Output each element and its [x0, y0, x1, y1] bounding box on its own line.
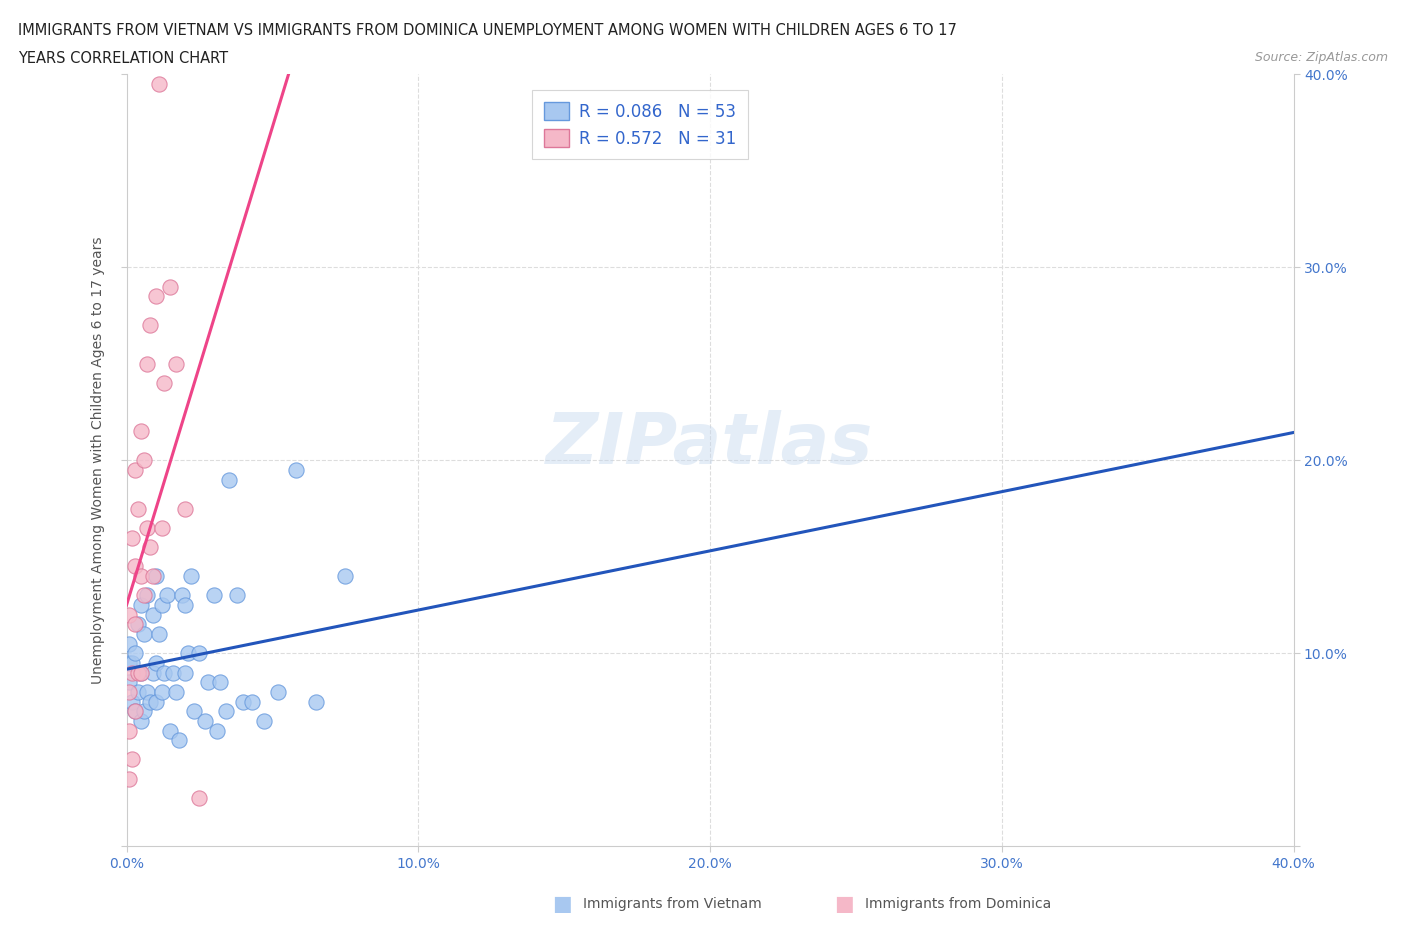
Point [118, 636, 141, 651]
Point [153, 376, 176, 391]
Point [132, 627, 155, 642]
Point [150, 521, 173, 536]
Point [118, 724, 141, 738]
Y-axis label: Unemployment Among Women with Children Ages 6 to 17 years: Unemployment Among Women with Children A… [91, 236, 105, 684]
Point [145, 289, 167, 304]
Point [124, 559, 146, 574]
Point [136, 684, 159, 699]
Point [170, 588, 193, 603]
Point [121, 530, 143, 545]
Point [174, 598, 197, 613]
Point [183, 704, 205, 719]
Point [129, 713, 152, 728]
Point [162, 665, 184, 680]
Text: ■: ■ [553, 894, 572, 914]
Point [284, 462, 307, 477]
Point [121, 656, 143, 671]
Point [142, 607, 165, 622]
Point [132, 704, 155, 719]
Point [188, 646, 211, 661]
Point [118, 684, 141, 699]
Point [129, 598, 152, 613]
Point [139, 694, 162, 709]
Point [165, 684, 187, 699]
Point [156, 588, 179, 603]
Point [148, 76, 170, 91]
Point [159, 279, 181, 294]
Point [124, 646, 146, 661]
Point [226, 588, 249, 603]
Point [124, 617, 146, 631]
Point [188, 790, 211, 805]
Legend: R = 0.086   N = 53, R = 0.572   N = 31: R = 0.086 N = 53, R = 0.572 N = 31 [533, 90, 748, 159]
Point [208, 675, 231, 690]
Text: YEARS CORRELATION CHART: YEARS CORRELATION CHART [18, 51, 228, 66]
Point [177, 646, 200, 661]
Point [129, 665, 152, 680]
Text: ZIPatlas: ZIPatlas [547, 410, 873, 479]
Point [142, 665, 165, 680]
Point [159, 724, 181, 738]
Point [167, 733, 190, 748]
Point [197, 675, 219, 690]
Point [118, 675, 141, 690]
Point [132, 588, 155, 603]
Point [127, 684, 149, 699]
Point [253, 713, 276, 728]
Point [121, 752, 143, 767]
Point [127, 501, 149, 516]
Text: ■: ■ [834, 894, 853, 914]
Point [145, 569, 167, 584]
Point [335, 569, 357, 584]
Point [118, 607, 141, 622]
Point [194, 713, 217, 728]
Point [205, 724, 228, 738]
Point [132, 453, 155, 468]
Point [121, 665, 143, 680]
Text: Immigrants from Vietnam: Immigrants from Vietnam [583, 897, 762, 911]
Text: Source: ZipAtlas.com: Source: ZipAtlas.com [1254, 51, 1388, 64]
Point [240, 694, 263, 709]
Point [127, 665, 149, 680]
Point [129, 665, 152, 680]
Point [124, 462, 146, 477]
Point [118, 656, 141, 671]
Point [121, 694, 143, 709]
Point [139, 318, 162, 333]
Point [305, 694, 328, 709]
Point [174, 665, 197, 680]
Point [174, 501, 197, 516]
Point [148, 627, 170, 642]
Point [150, 684, 173, 699]
Point [218, 472, 240, 487]
Point [124, 704, 146, 719]
Point [129, 424, 152, 439]
Point [150, 598, 173, 613]
Point [139, 539, 162, 554]
Point [267, 684, 290, 699]
Point [180, 569, 202, 584]
Point [142, 569, 165, 584]
Point [165, 356, 187, 371]
Point [127, 617, 149, 631]
Point [153, 665, 176, 680]
Point [136, 588, 159, 603]
Point [215, 704, 238, 719]
Point [136, 356, 159, 371]
Point [232, 694, 254, 709]
Text: Immigrants from Dominica: Immigrants from Dominica [865, 897, 1050, 911]
Point [136, 521, 159, 536]
Point [145, 694, 167, 709]
Point [124, 704, 146, 719]
Point [145, 656, 167, 671]
Point [202, 588, 225, 603]
Text: IMMIGRANTS FROM VIETNAM VS IMMIGRANTS FROM DOMINICA UNEMPLOYMENT AMONG WOMEN WIT: IMMIGRANTS FROM VIETNAM VS IMMIGRANTS FR… [18, 23, 957, 38]
Point [129, 569, 152, 584]
Point [118, 771, 141, 786]
